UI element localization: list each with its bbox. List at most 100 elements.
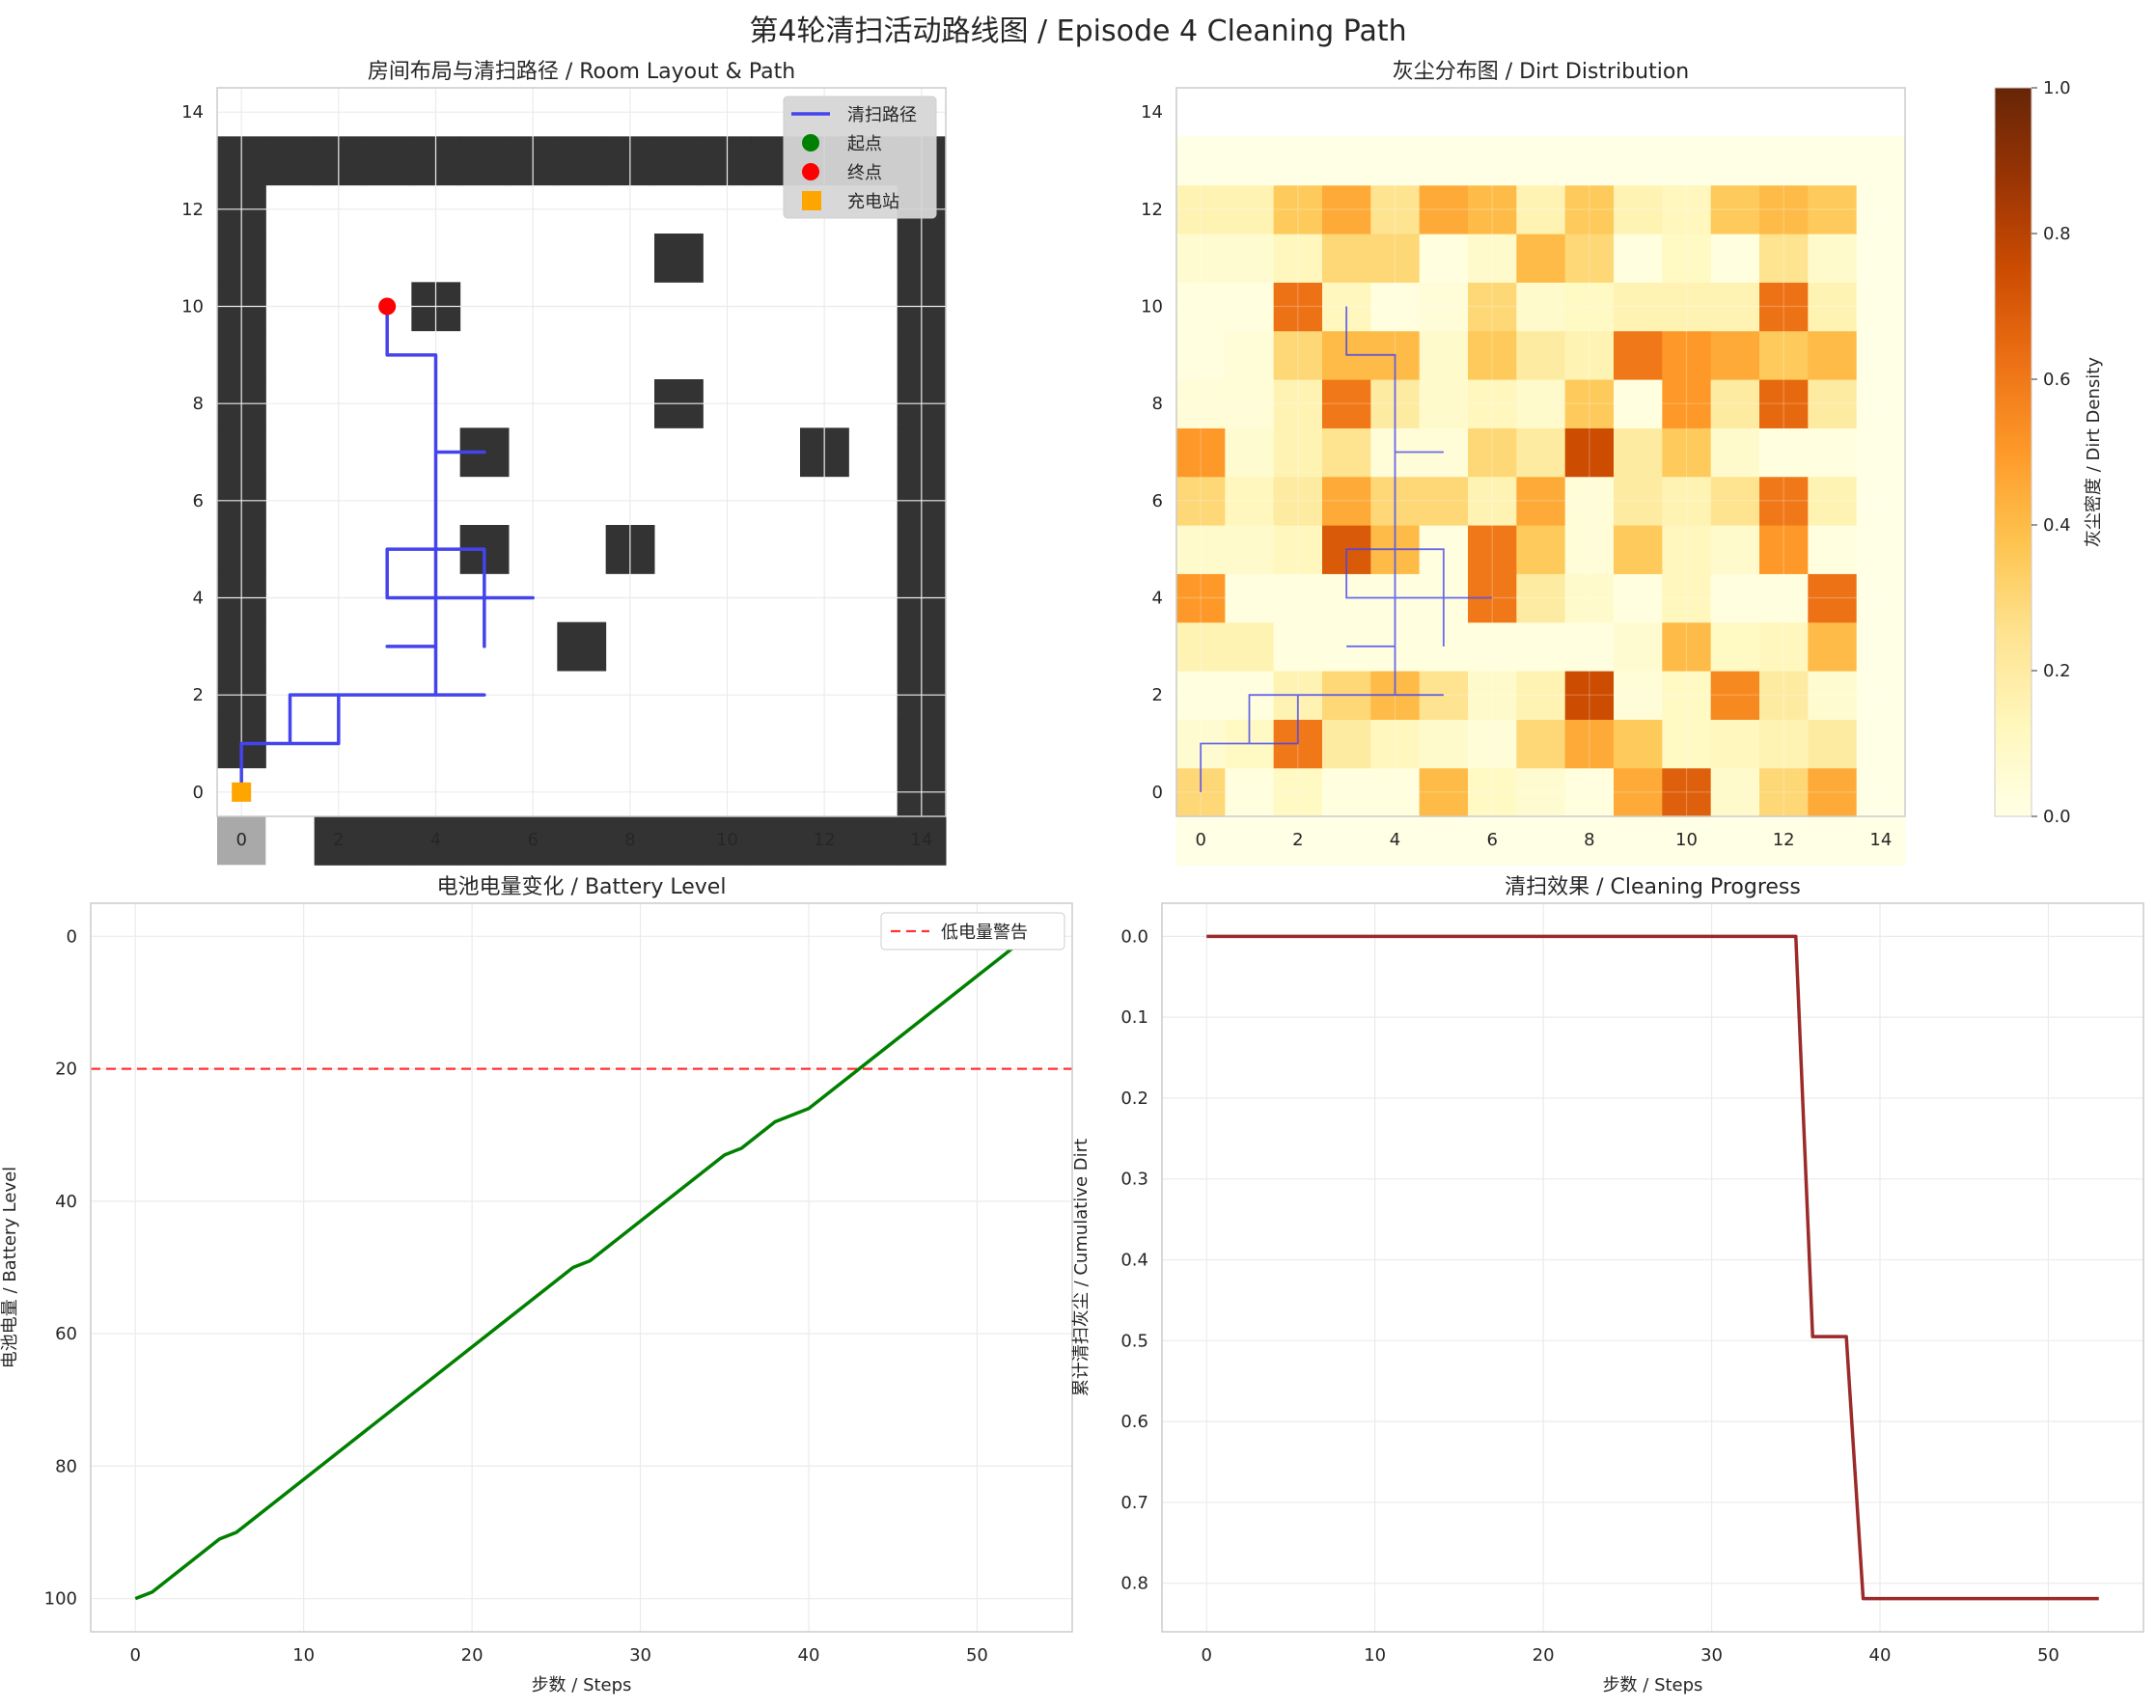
heatmap-cell [1759, 476, 1809, 526]
heatmap-cell [1759, 767, 1809, 817]
colorbar-tick-label: 0.0 [2043, 807, 2071, 827]
y-tick-label: 12 [181, 200, 204, 220]
y-tick-label: 0.5 [1120, 1331, 1148, 1351]
heatmap-cell [1419, 476, 1469, 526]
colorbar [1994, 87, 2032, 817]
wall-cell [848, 816, 898, 866]
heatmap-cell [1614, 234, 1663, 283]
heatmap-cell [1176, 621, 1226, 672]
heatmap-cell [1468, 282, 1517, 332]
heatmap-cell [1273, 330, 1323, 380]
heatmap-cell [1176, 136, 1226, 186]
heatmap-cell [1614, 719, 1663, 769]
y-tick-label: 10 [1141, 297, 1163, 317]
colorbar-tick-label: 1.0 [2043, 78, 2071, 98]
colorbar-tick-label: 0.2 [2043, 661, 2071, 681]
x-tick-label: 20 [1533, 1645, 1555, 1666]
x-tick-label: 50 [2037, 1645, 2059, 1666]
heatmap-cell [1564, 379, 1615, 428]
heatmap-cell [1856, 767, 1906, 817]
heatmap-cell [1614, 621, 1663, 672]
heatmap-cell [1614, 184, 1663, 234]
heatmap-cell [1468, 767, 1517, 817]
y-tick-label: 2 [193, 685, 204, 705]
heatmap-cell [1225, 234, 1275, 283]
heatmap-cell [1516, 379, 1566, 428]
x-tick-label: 10 [1675, 830, 1698, 850]
y-tick-label: 0.3 [1120, 1170, 1148, 1190]
heatmap-cell [1759, 234, 1809, 283]
heatmap-cell [1468, 671, 1517, 720]
heatmap-cell [1710, 427, 1760, 478]
x-tick-label: 0 [130, 1645, 141, 1666]
y-tick-label: 8 [193, 394, 204, 414]
heatmap-cell [1710, 330, 1760, 380]
heatmap-cell [1564, 816, 1615, 866]
heatmap-cell [1516, 767, 1566, 817]
heatmap-cell [1564, 767, 1615, 817]
heatmap-cell [1614, 427, 1663, 478]
x-tick-label: 10 [292, 1645, 315, 1666]
chart-title: 房间布局与清扫路径 / Room Layout & Path [368, 60, 795, 84]
heatmap-cell [1516, 621, 1566, 672]
heatmap-cell [1856, 379, 1906, 428]
heatmap-cell [1322, 816, 1371, 866]
end-point [378, 297, 397, 316]
heatmap-cell [1419, 234, 1469, 283]
heatmap-cell [1614, 379, 1663, 428]
heatmap-cell [1516, 573, 1566, 623]
heatmap-cell [1176, 671, 1226, 720]
wall-cell [557, 621, 607, 672]
x-tick-label: 12 [1773, 830, 1795, 850]
wall-cell [751, 816, 801, 866]
heatmap-cell [1564, 136, 1615, 186]
heatmap-cell [1516, 427, 1566, 478]
y-tick-label: 6 [1152, 491, 1163, 511]
wall-cell [800, 816, 849, 866]
dirt-distribution-panel: 0 2 4 6 8 10 12 14 0 2 4 6 8 10 12 14 灰尘分布图 / Dirt Distr… [1141, 60, 2104, 866]
y-tick-label: 6 [193, 491, 204, 511]
heatmap-cell [1614, 573, 1663, 623]
figure-suptitle: 第4轮清扫活动路线图 / Episode 4 Cleaning Path [749, 14, 1406, 48]
heatmap-cell [1808, 234, 1858, 283]
x-tick-label: 40 [798, 1645, 820, 1666]
heatmap-cell [1856, 184, 1906, 234]
legend-label: 清扫路径 [847, 105, 917, 125]
y-tick-label: 0.1 [1120, 1007, 1148, 1028]
x-tick-label: 10 [716, 830, 738, 850]
grid-lines [91, 903, 1072, 1632]
heatmap-cell [1614, 476, 1663, 526]
heatmap-cell [1856, 476, 1906, 526]
heatmap-cell [1808, 427, 1858, 478]
wall-cell [363, 816, 412, 866]
y-tick-label: 14 [181, 102, 204, 123]
y-axis-label: 电池电量 / Battery Level [0, 1167, 20, 1368]
heatmap-cell [1662, 719, 1712, 769]
heatmap-cell [1710, 816, 1760, 866]
grid-lines [1176, 88, 1905, 816]
y-tick-label: 0.4 [1120, 1251, 1148, 1271]
heatmap-cell [1662, 476, 1712, 526]
heatmap-cell [1468, 136, 1517, 186]
y-tick-label: 20 [55, 1060, 77, 1080]
x-axis-label: 步数 / Steps [532, 1675, 632, 1695]
axes-frame [1161, 902, 2144, 1633]
heatmap-cell [1468, 816, 1517, 866]
plot-area [1162, 903, 2143, 1632]
charging-station-marker [232, 782, 252, 802]
wall-cell [509, 816, 558, 866]
heatmap-cell [1808, 525, 1858, 574]
heatmap-cell [1808, 379, 1858, 428]
heatmap-cell [1662, 282, 1712, 332]
heatmap-cell [1808, 816, 1858, 866]
legend-square-swatch [802, 191, 821, 210]
heatmap-cell [1856, 816, 1906, 866]
heatmap-cell [1176, 184, 1226, 234]
heatmap-cell [1176, 330, 1226, 380]
wall-cell [654, 136, 704, 186]
heatmap-cell [1564, 573, 1615, 623]
heatmap-cell [1808, 671, 1858, 720]
y-tick-label: 8 [1152, 394, 1163, 414]
heatmap-cell [1856, 427, 1906, 478]
